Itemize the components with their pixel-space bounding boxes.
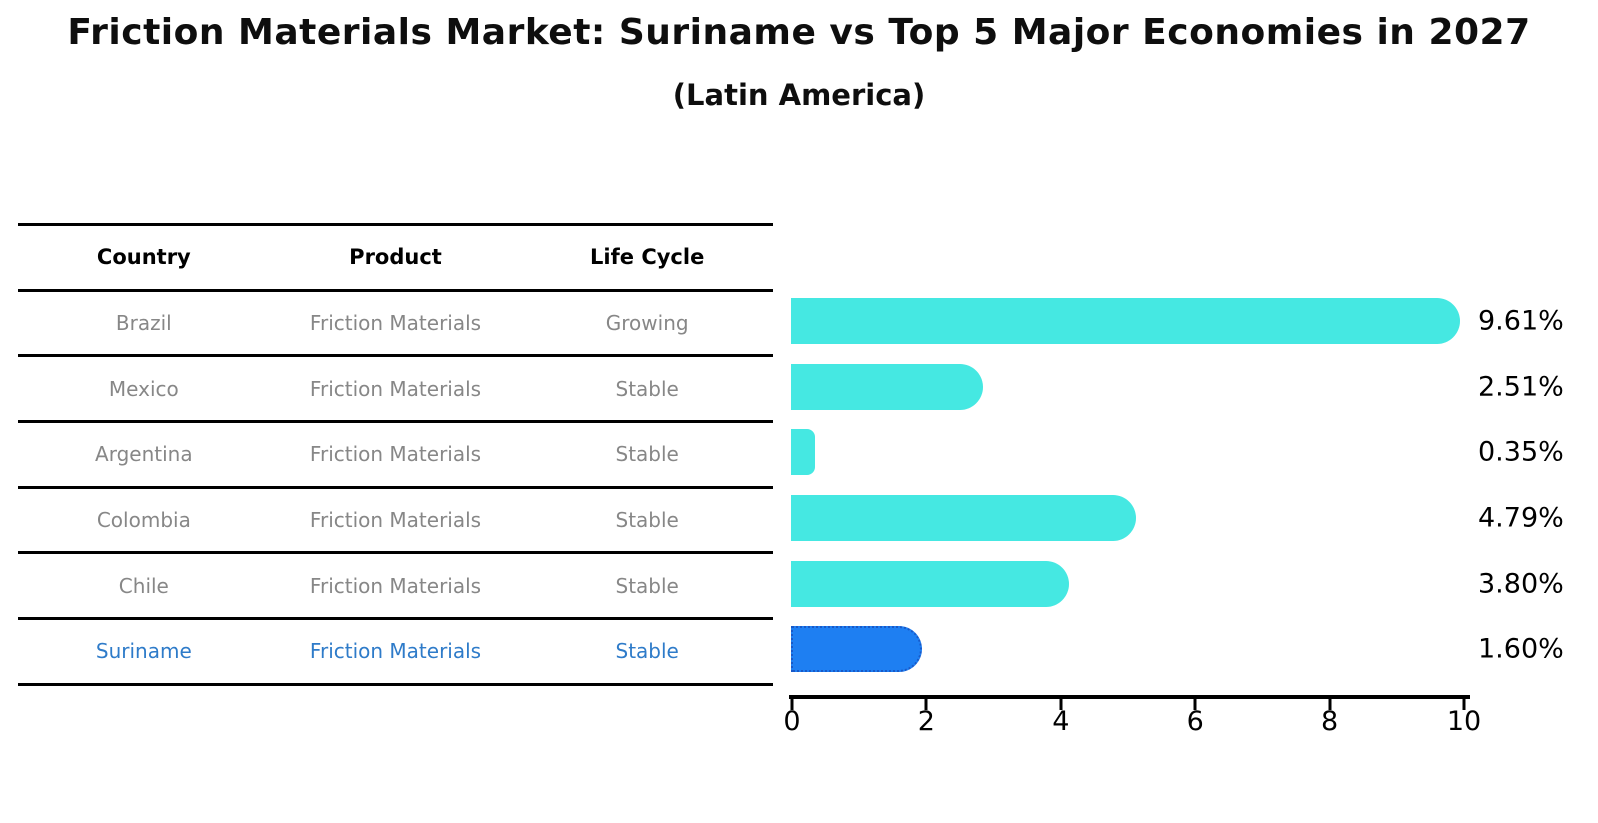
table-header-row: Country Product Life Cycle xyxy=(18,223,773,289)
column-header-country: Country xyxy=(96,245,191,270)
cell-country: Colombia xyxy=(96,508,191,533)
cell-country: Suriname xyxy=(95,639,192,664)
value-label-colombia: 4.79% xyxy=(1478,502,1564,534)
value-label-chile: 3.80% xyxy=(1478,568,1564,600)
value-label-argentina: 0.35% xyxy=(1478,436,1564,468)
cell-country: Brazil xyxy=(115,311,172,336)
value-label-brazil: 9.61% xyxy=(1478,305,1564,337)
country-table: Country Product Life Cycle Brazil Frictio… xyxy=(18,223,773,686)
table-row-brazil: Brazil Friction Materials Growing xyxy=(18,288,773,355)
x-axis-tick-label: 4 xyxy=(1052,706,1070,737)
chart-title: Friction Materials Market: Suriname vs T… xyxy=(67,12,1531,53)
bar-argentina xyxy=(791,429,815,476)
cell-country: Mexico xyxy=(108,376,179,401)
bar-mexico xyxy=(791,363,983,410)
x-axis-tick xyxy=(1193,698,1197,710)
bar-suriname xyxy=(791,626,922,673)
bar-colombia xyxy=(791,494,1136,541)
cell-product: Friction Materials xyxy=(309,311,482,336)
cell-lifecycle: Stable xyxy=(615,442,679,467)
cell-lifecycle: Stable xyxy=(615,639,679,664)
chart-subtitle: (Latin America) xyxy=(672,78,926,112)
x-axis-tick-label: 2 xyxy=(917,706,935,737)
x-axis-tick xyxy=(924,698,928,710)
cell-lifecycle: Stable xyxy=(615,508,679,533)
column-header-lifecycle: Life Cycle xyxy=(590,245,705,270)
cell-lifecycle: Growing xyxy=(605,311,689,336)
cell-product: Friction Materials xyxy=(309,376,482,401)
bar-chile xyxy=(791,560,1070,607)
table-body: Brazil Friction Materials Growing Mexico Fri… xyxy=(18,288,773,683)
x-axis-tick-label: 6 xyxy=(1186,706,1204,737)
table-row-argentina: Argentina Friction Materials Stable xyxy=(18,420,773,486)
table-row-mexico: Mexico Friction Materials Stable xyxy=(18,354,773,420)
table-bottom-rule xyxy=(18,682,773,686)
cell-country: Argentina xyxy=(95,442,193,467)
x-axis-tick xyxy=(790,698,794,710)
x-axis-tick-label: 8 xyxy=(1321,706,1339,737)
x-axis-tick xyxy=(1328,698,1332,710)
value-label-suriname: 1.60% xyxy=(1478,633,1564,665)
x-axis-spine xyxy=(789,695,1470,699)
x-axis-tick xyxy=(1462,698,1466,710)
cell-product: Friction Materials xyxy=(309,442,482,467)
cell-country: Chile xyxy=(118,573,169,598)
cell-product: Friction Materials xyxy=(309,573,482,598)
x-axis-tick-label: 10 xyxy=(1446,706,1482,737)
table-row-chile: Chile Friction Materials Stable xyxy=(18,551,773,617)
value-label-mexico: 2.51% xyxy=(1478,371,1564,403)
cell-product: Friction Materials xyxy=(309,639,482,664)
column-header-product: Product xyxy=(349,245,442,270)
cell-lifecycle: Stable xyxy=(615,376,679,401)
bar-brazil xyxy=(791,297,1460,344)
x-axis-tick-label: 0 xyxy=(783,706,801,737)
cell-product: Friction Materials xyxy=(309,508,482,533)
cell-lifecycle: Stable xyxy=(615,573,679,598)
x-axis-tick xyxy=(1059,698,1063,710)
table-row-suriname: Suriname Friction Materials Stable xyxy=(18,617,773,683)
table-row-colombia: Colombia Friction Materials Stable xyxy=(18,485,773,552)
